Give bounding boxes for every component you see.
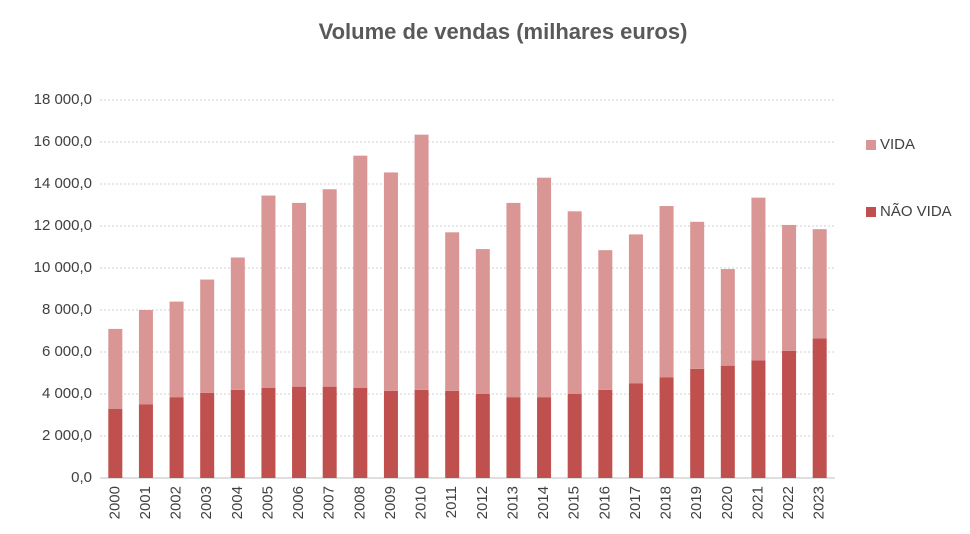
x-tick-label: 2016 <box>596 486 613 519</box>
bar-segment <box>659 206 674 378</box>
bar-segment <box>812 229 827 339</box>
x-tick-label: 2008 <box>351 486 368 519</box>
bar-segment <box>414 134 429 390</box>
bar-segment <box>292 202 307 387</box>
bar-segment <box>138 310 153 405</box>
bar-segment <box>506 202 521 398</box>
x-tick-label: 2004 <box>229 486 246 519</box>
x-tick-label: 2023 <box>811 486 828 519</box>
bar-segment <box>414 389 429 478</box>
bar-segment <box>751 197 766 361</box>
bar-segment <box>383 390 398 478</box>
bar-segment <box>537 177 552 398</box>
bar-segment <box>537 397 552 478</box>
x-tick-label: 2017 <box>627 486 644 519</box>
y-tick-label: 10 000,0 <box>34 259 92 276</box>
bar-segment <box>812 338 827 478</box>
bar-segment <box>108 328 123 409</box>
bar-segment <box>567 211 582 394</box>
legend-label: NÃO VIDA <box>880 203 952 220</box>
bar-segment <box>322 189 337 387</box>
bar-segment <box>782 350 797 478</box>
x-tick-label: 2003 <box>198 486 215 519</box>
y-tick-label: 8 000,0 <box>42 301 92 318</box>
bar-segment <box>475 394 490 478</box>
bar-segment <box>445 390 460 478</box>
y-tick-label: 18 000,0 <box>34 91 92 108</box>
bar-segment <box>322 386 337 478</box>
bar-segment <box>292 386 307 478</box>
bar-segment <box>200 279 215 393</box>
x-tick-label: 2011 <box>443 486 460 518</box>
x-tick-label: 2007 <box>321 486 338 519</box>
bar-segment <box>200 392 215 478</box>
x-tick-label: 2005 <box>259 486 276 519</box>
x-tick-label: 2012 <box>474 486 491 519</box>
y-tick-label: 4 000,0 <box>42 385 92 402</box>
x-tick-label: 2015 <box>566 486 583 519</box>
legend-label: VIDA <box>880 136 915 153</box>
bar-segment <box>751 360 766 478</box>
bar-segment <box>598 250 613 390</box>
y-tick-label: 16 000,0 <box>34 133 92 150</box>
y-tick-label: 14 000,0 <box>34 175 92 192</box>
bar-segment <box>628 234 643 384</box>
x-tick-label: 2010 <box>413 486 430 519</box>
bar-segment <box>383 172 398 391</box>
bar-segment <box>690 368 705 478</box>
bar-segment <box>108 408 123 478</box>
legend-swatch <box>866 140 876 150</box>
x-tick-label: 2022 <box>780 486 797 519</box>
bar-segment <box>598 389 613 478</box>
x-tick-label: 2020 <box>719 486 736 519</box>
bar-segment <box>567 394 582 478</box>
bar-segment <box>138 404 153 478</box>
bar-segment <box>353 155 368 388</box>
x-tick-label: 2006 <box>290 486 307 519</box>
bar-segment <box>230 257 245 390</box>
legend-swatch <box>866 207 876 217</box>
x-tick-label: 2001 <box>137 486 154 519</box>
x-tick-label: 2013 <box>504 486 521 519</box>
bar-segment <box>353 387 368 478</box>
x-tick-label: 2021 <box>749 486 766 519</box>
bar-segment <box>475 249 490 394</box>
x-tick-label: 2009 <box>382 486 399 519</box>
x-tick-label: 2019 <box>688 486 705 519</box>
bar-segment <box>659 377 674 478</box>
bar-segment <box>720 269 735 366</box>
bar-segment <box>169 397 184 478</box>
bar-segment <box>169 301 184 398</box>
y-tick-label: 2 000,0 <box>42 427 92 444</box>
x-tick-label: 2000 <box>106 486 123 519</box>
bar-segment <box>628 383 643 478</box>
bar-segment <box>445 232 460 391</box>
bar-segment <box>230 389 245 478</box>
bar-segment <box>261 387 276 478</box>
x-tick-label: 2002 <box>168 486 185 519</box>
chart-title: Volume de vendas (milhares euros) <box>319 19 688 44</box>
y-tick-label: 12 000,0 <box>34 217 92 234</box>
bar-segment <box>720 365 735 478</box>
y-tick-label: 6 000,0 <box>42 343 92 360</box>
x-tick-label: 2018 <box>658 486 675 519</box>
bar-segment <box>782 224 797 351</box>
bar-segment <box>506 397 521 478</box>
bar-segment <box>261 195 276 388</box>
bar-segment <box>690 221 705 369</box>
y-tick-label: 0,0 <box>71 469 92 486</box>
x-tick-label: 2014 <box>535 486 552 519</box>
